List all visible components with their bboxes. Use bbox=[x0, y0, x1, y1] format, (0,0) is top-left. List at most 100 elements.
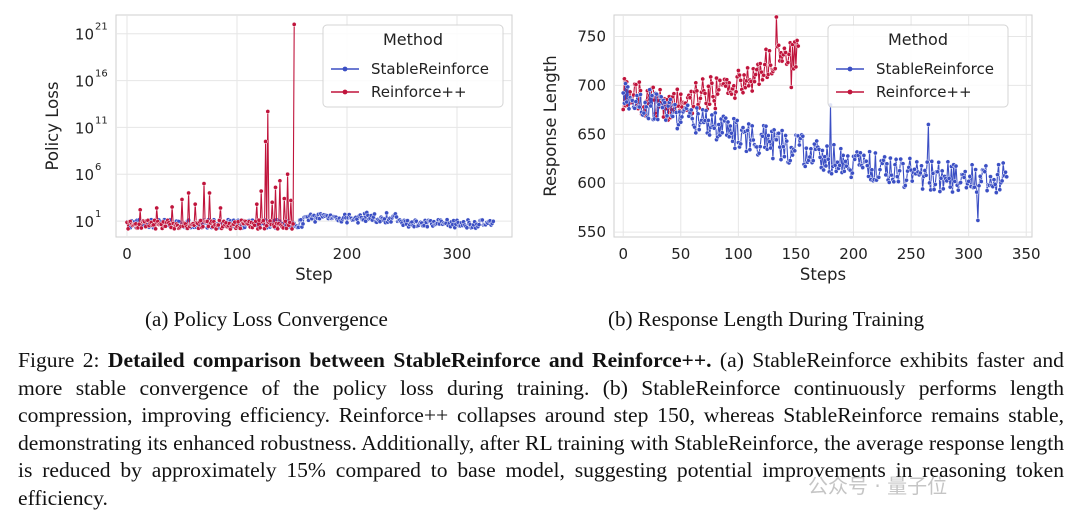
data-point bbox=[784, 138, 790, 144]
data-point bbox=[902, 183, 908, 188]
data-point bbox=[964, 185, 969, 191]
data-point bbox=[757, 61, 763, 66]
data-point bbox=[711, 125, 717, 131]
data-point bbox=[716, 122, 722, 127]
data-point bbox=[840, 153, 846, 158]
data-point bbox=[646, 116, 651, 121]
x-axis-label: Steps bbox=[800, 265, 846, 284]
legend-swatch-marker bbox=[342, 66, 348, 72]
x-tick-label: 0 bbox=[122, 245, 132, 263]
data-point bbox=[703, 108, 709, 114]
data-point bbox=[922, 168, 928, 173]
data-point bbox=[729, 91, 734, 97]
data-point bbox=[891, 179, 897, 185]
data-point bbox=[926, 122, 931, 127]
data-point bbox=[154, 205, 160, 211]
data-point bbox=[620, 107, 626, 112]
data-point bbox=[633, 82, 639, 87]
data-point bbox=[622, 76, 627, 82]
data-point bbox=[790, 152, 795, 158]
data-point bbox=[927, 180, 932, 186]
figure-caption-bold: Detailed comparison between StableReinfo… bbox=[107, 348, 712, 372]
data-point bbox=[655, 117, 661, 122]
data-point bbox=[706, 118, 711, 123]
data-point bbox=[767, 139, 772, 145]
y-tick-label: 700 bbox=[577, 76, 606, 94]
data-point bbox=[687, 95, 693, 101]
data-point bbox=[803, 145, 809, 151]
data-point bbox=[657, 87, 663, 93]
data-point bbox=[261, 218, 266, 223]
data-point bbox=[136, 221, 142, 227]
data-point bbox=[817, 154, 823, 160]
data-point bbox=[671, 91, 677, 97]
data-point bbox=[765, 133, 771, 138]
data-point bbox=[663, 117, 669, 123]
data-point bbox=[760, 133, 765, 139]
y-tick-label-exponent: 21 bbox=[95, 22, 108, 33]
legend-swatch-marker bbox=[847, 89, 853, 95]
data-point bbox=[654, 91, 659, 97]
data-point bbox=[877, 167, 883, 173]
data-point bbox=[660, 105, 665, 110]
data-point bbox=[976, 183, 982, 189]
data-point bbox=[656, 102, 662, 107]
x-tick-label: 300 bbox=[954, 245, 983, 263]
data-point bbox=[738, 78, 744, 83]
data-point bbox=[936, 159, 942, 165]
data-point bbox=[643, 104, 649, 110]
x-tick-label: 100 bbox=[724, 245, 753, 263]
data-point bbox=[812, 141, 817, 147]
data-point bbox=[754, 67, 760, 72]
x-axis-label: Step bbox=[295, 265, 333, 284]
data-point bbox=[973, 167, 978, 172]
data-point bbox=[940, 186, 946, 192]
data-point bbox=[767, 48, 772, 54]
x-tick-label: 100 bbox=[223, 245, 252, 263]
data-point bbox=[625, 84, 631, 90]
data-point bbox=[977, 173, 983, 179]
data-point bbox=[904, 177, 909, 183]
data-point bbox=[909, 178, 915, 184]
data-point bbox=[727, 123, 733, 129]
data-point bbox=[779, 128, 785, 133]
data-point bbox=[186, 190, 191, 196]
data-point bbox=[355, 220, 361, 226]
data-point bbox=[201, 181, 207, 186]
data-point bbox=[668, 97, 673, 102]
legend-box bbox=[827, 24, 1009, 108]
subcaption-b: (b) Response Length During Training bbox=[608, 307, 925, 331]
data-point bbox=[717, 78, 723, 83]
data-point bbox=[1000, 160, 1006, 166]
data-point bbox=[711, 98, 717, 104]
legend-title: Method bbox=[888, 30, 948, 49]
data-point bbox=[424, 224, 430, 230]
data-point bbox=[991, 177, 997, 183]
figure-caption: Figure 2: Detailed comparison between St… bbox=[18, 347, 1064, 512]
data-point bbox=[858, 150, 863, 156]
data-point bbox=[785, 60, 791, 65]
data-point bbox=[843, 159, 848, 164]
data-point bbox=[694, 88, 700, 94]
data-point bbox=[490, 218, 496, 224]
data-point bbox=[710, 94, 716, 100]
y-axis-label: Policy Loss bbox=[43, 82, 62, 171]
data-point bbox=[633, 99, 639, 105]
data-point bbox=[694, 105, 700, 111]
data-point bbox=[945, 159, 951, 165]
data-point bbox=[650, 85, 656, 90]
legend-swatch-marker bbox=[342, 89, 348, 95]
y-tick-label: 10 bbox=[75, 166, 94, 184]
data-point bbox=[695, 111, 701, 117]
data-point bbox=[215, 222, 221, 228]
data-point bbox=[992, 182, 998, 187]
data-point bbox=[919, 163, 924, 169]
data-point bbox=[786, 52, 792, 57]
data-point bbox=[882, 154, 887, 160]
data-point bbox=[946, 175, 952, 181]
data-point bbox=[886, 180, 892, 185]
data-point bbox=[747, 147, 753, 153]
y-axis-label: Response Length bbox=[541, 55, 560, 196]
data-point bbox=[929, 159, 935, 164]
data-point bbox=[706, 83, 711, 89]
